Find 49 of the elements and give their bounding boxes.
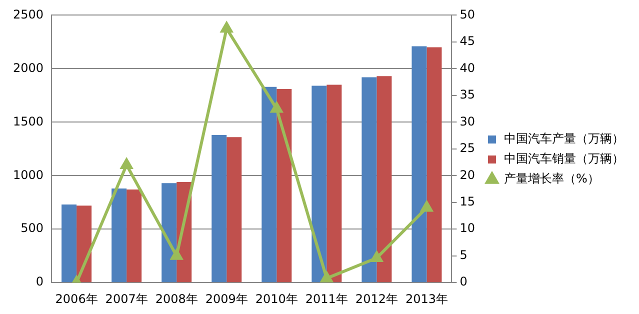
x-tick-label: 2008年 (155, 292, 198, 306)
y2-tick-label: 40 (460, 60, 476, 75)
bar (162, 183, 177, 282)
y2-tick-label: 5 (460, 248, 468, 262)
bar (126, 190, 142, 282)
x-tick-label: 2012年 (355, 292, 398, 306)
y2-tick-label: 35 (460, 88, 476, 102)
bar (326, 84, 342, 282)
x-tick-label: 2007年 (105, 292, 148, 306)
y2-tick-label: 15 (460, 194, 476, 209)
legend-label: 中国汽车产量（万辆） (504, 132, 624, 146)
y-tick-label: 500 (20, 221, 44, 236)
x-tick-label: 2006年 (55, 292, 98, 306)
x-tick-label: 2009年 (205, 292, 248, 306)
y-tick-label: 1000 (12, 168, 44, 182)
y2-tick-label: 20 (460, 168, 476, 182)
x-tick-label: 2011年 (305, 292, 348, 306)
point (320, 272, 332, 282)
y2-tick-label: 0 (460, 274, 468, 289)
x-tick-label: 2013年 (405, 292, 448, 306)
point (370, 252, 383, 262)
y2-tick-label: 30 (460, 114, 476, 128)
point (270, 102, 282, 113)
point (120, 158, 132, 169)
x-tick-label: 2010年 (255, 292, 298, 306)
y2-tick-label: 10 (460, 221, 476, 236)
bar (376, 76, 392, 282)
point (220, 22, 232, 33)
point (170, 249, 182, 260)
y-tick-label: 1500 (12, 114, 44, 128)
bar (112, 188, 127, 282)
bar (262, 86, 277, 282)
bar (362, 77, 377, 282)
bar (226, 137, 242, 282)
y2-tick-label: 25 (460, 141, 476, 156)
point (420, 201, 433, 212)
y2-tick-label: 50 (460, 7, 476, 22)
bar (62, 204, 77, 282)
bar (312, 86, 327, 282)
bar (412, 46, 427, 282)
bar (426, 47, 442, 282)
bar (212, 134, 227, 282)
y-tick-label: 2000 (12, 60, 44, 75)
legend-label: 中国汽车销量（万辆） (504, 152, 624, 166)
y-tick-label: 0 (36, 274, 44, 289)
bar (276, 89, 292, 282)
legend-label: 产量增长率（%） (504, 172, 600, 186)
y-tick-label: 2500 (12, 7, 44, 22)
y2-tick-label: 45 (460, 34, 476, 48)
